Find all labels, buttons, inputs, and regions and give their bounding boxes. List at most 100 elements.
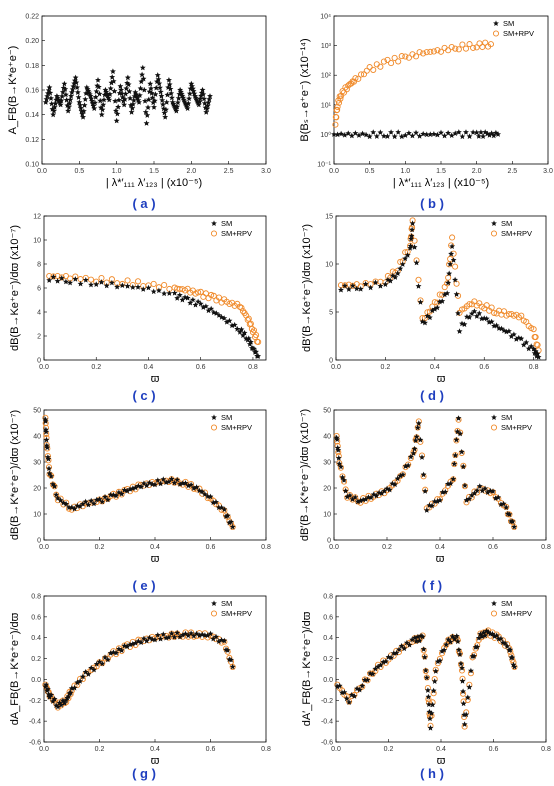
data-point-rpv xyxy=(445,47,452,54)
data-point-sm xyxy=(455,646,462,653)
data-point-sm xyxy=(357,286,364,292)
data-point-rpv xyxy=(202,290,209,297)
data-point-sm xyxy=(393,650,400,656)
data-point-rpv xyxy=(402,53,409,60)
data-point-sm xyxy=(171,479,178,486)
data-point-sm xyxy=(72,276,79,282)
y-tick-label: 10⁻¹ xyxy=(317,162,331,169)
data-point-sm xyxy=(228,656,234,663)
data-point-sm xyxy=(68,93,75,99)
data-point-sm xyxy=(474,487,480,494)
data-point-rpv xyxy=(334,103,341,110)
data-point-sm xyxy=(236,329,243,335)
data-point-sm xyxy=(98,111,105,118)
data-point-sm xyxy=(425,693,432,700)
data-point-sm xyxy=(124,643,131,650)
data-point-sm xyxy=(450,257,457,263)
data-point-sm xyxy=(200,91,207,97)
y-tick-label: 0.8 xyxy=(323,594,333,601)
data-point-sm xyxy=(165,634,172,640)
data-point-sm xyxy=(174,476,181,483)
y-tick-label: 30 xyxy=(33,460,41,467)
data-point-sm xyxy=(362,281,369,287)
data-point-sm xyxy=(88,95,95,102)
data-point-rpv xyxy=(503,503,510,511)
data-point-rpv xyxy=(239,308,247,315)
data-point-sm xyxy=(95,83,102,90)
data-point-sm xyxy=(145,104,151,110)
data-point-sm xyxy=(77,102,83,108)
data-point-sm xyxy=(364,676,371,683)
data-point-sm xyxy=(99,498,106,505)
data-point-sm xyxy=(126,88,133,94)
data-point-sm xyxy=(408,235,415,242)
y-tick-label: 0.22 xyxy=(25,14,39,21)
data-point-sm xyxy=(432,668,439,674)
data-point-sm xyxy=(73,79,80,86)
x-axis-label: | λ*′₁₁₁ λ′₁₂₃ | (x10⁻⁵) xyxy=(393,177,489,189)
data-point-sm xyxy=(138,78,145,85)
data-point-rpv xyxy=(343,86,350,93)
data-point-rpv xyxy=(366,64,373,71)
data-point-sm xyxy=(79,501,86,507)
data-point-rpv xyxy=(335,99,343,106)
data-point-sm xyxy=(509,518,516,525)
data-point-sm xyxy=(91,105,98,111)
data-point-sm xyxy=(455,129,462,135)
data-point-sm xyxy=(200,304,207,310)
x-tick-label: 0.0 xyxy=(39,364,49,371)
data-point-sm xyxy=(523,339,530,345)
data-point-sm xyxy=(60,89,66,95)
data-point-sm xyxy=(377,283,384,289)
data-point-sm xyxy=(50,273,57,280)
data-point-sm xyxy=(426,701,432,707)
data-point-sm xyxy=(89,100,96,107)
data-point-sm xyxy=(427,725,434,731)
data-point-sm xyxy=(190,632,197,639)
data-point-sm xyxy=(411,244,418,250)
data-point-sm xyxy=(428,710,435,716)
data-point-sm xyxy=(441,132,448,139)
data-point-sm xyxy=(343,695,350,702)
data-point-sm xyxy=(377,662,384,668)
data-point-sm xyxy=(362,496,369,502)
data-point-sm xyxy=(408,232,415,239)
data-point-sm xyxy=(400,471,406,478)
panel-letter: ( g ) xyxy=(132,766,156,781)
data-point-sm xyxy=(117,83,124,89)
data-point-sm xyxy=(370,129,377,135)
data-point-rpv xyxy=(412,53,420,60)
data-point-sm xyxy=(114,110,121,117)
data-point-sm xyxy=(154,632,161,638)
data-point-sm xyxy=(382,658,389,664)
data-point-rpv xyxy=(452,45,459,52)
data-point-rpv xyxy=(532,333,539,341)
x-tick-label: 0.8 xyxy=(261,544,271,551)
data-point-sm xyxy=(48,100,55,107)
data-point-sm xyxy=(53,702,60,709)
data-point-sm xyxy=(149,94,156,101)
data-point-sm xyxy=(185,632,192,639)
data-point-sm xyxy=(497,635,504,642)
data-point-sm xyxy=(132,484,139,491)
data-point-sm xyxy=(504,643,511,649)
x-tick-label: 0.2 xyxy=(381,364,391,371)
legend-label: SM xyxy=(221,599,232,608)
data-point-sm xyxy=(119,282,126,288)
data-point-sm xyxy=(479,487,486,494)
y-tick-label: 10⁴ xyxy=(320,14,331,21)
legend-marker-rpv xyxy=(490,230,498,237)
data-point-sm xyxy=(245,335,252,341)
data-point-sm xyxy=(468,492,475,498)
data-point-sm xyxy=(93,88,100,94)
data-point-sm xyxy=(150,288,157,295)
legend-marker-rpv xyxy=(490,610,498,617)
data-point-sm xyxy=(427,131,434,137)
y-tick-label: 0 xyxy=(37,358,41,365)
x-tick-label: 0.2 xyxy=(384,746,394,753)
data-point-sm xyxy=(338,286,344,293)
data-point-sm xyxy=(441,291,448,298)
data-point-rpv xyxy=(210,292,217,299)
data-point-sm xyxy=(406,130,412,136)
